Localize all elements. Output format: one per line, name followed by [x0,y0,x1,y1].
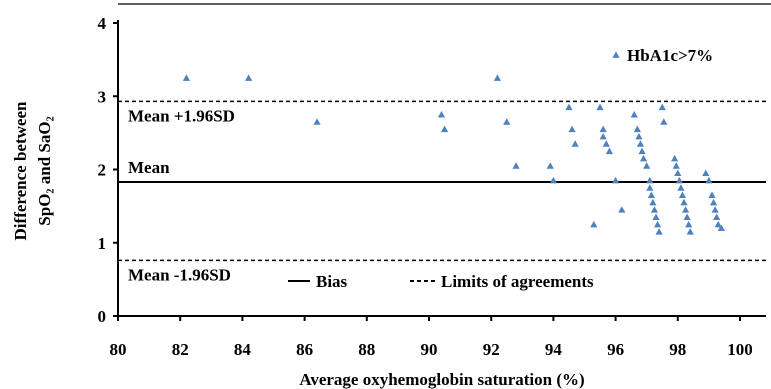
data-point [671,154,679,162]
y-tick-label: 1 [98,234,107,253]
x-axis-title: Average oxyhemoglobin saturation (%) [299,370,584,389]
x-tick-group: 80 82 84 86 88 90 92 94 96 98 100 [110,316,753,359]
data-point [182,74,191,81]
reference-line-label: Mean [128,158,170,177]
series-legend: HbA1c>7% [612,46,713,65]
data-point [649,198,657,206]
reference-line-label: Mean -1.96SD [128,265,231,284]
data-point [646,184,654,191]
data-point [702,169,710,177]
y-axis-title-line2: SpO₂ and SaO₂ [35,116,54,225]
data-point [658,103,666,111]
data-point [549,176,557,184]
data-point [653,220,662,228]
data-point [590,220,598,228]
data-point [711,206,719,213]
x-tick-label: 84 [234,340,252,359]
data-point [546,162,554,169]
data-point [717,224,725,231]
data-point [705,176,713,184]
data-point [630,110,638,118]
data-point [440,125,449,133]
data-point [686,228,694,235]
data-point [714,220,722,228]
data-point [672,162,680,169]
y-tick-label: 4 [98,14,107,33]
data-point [245,74,253,81]
data-point [647,191,655,199]
data-point [599,132,607,140]
x-tick-label: 82 [172,340,189,359]
data-point [503,118,511,125]
y-tick-group: 0 1 2 3 4 [98,14,118,326]
data-point [709,198,718,206]
data-point [565,103,573,111]
data-point [568,125,576,133]
data-point [437,110,446,118]
legend-triangle-marker [612,51,620,58]
data-point [681,206,690,213]
data-points [182,74,725,235]
data-point [638,147,646,155]
data-point [493,74,502,81]
x-tick-label: 92 [483,340,500,359]
data-point [680,198,688,206]
data-point [713,213,721,220]
x-tick-label: 94 [545,340,563,359]
x-tick-label: 90 [421,340,438,359]
data-point [599,125,607,133]
data-point [660,118,668,125]
data-point [675,176,683,184]
x-tick-label: 80 [110,340,127,359]
legend-limits-label: Limits of agreements [441,272,594,291]
data-point [639,154,648,162]
data-point [708,191,716,199]
data-point [512,162,520,169]
line-legend: Bias Limits of agreements [288,272,594,291]
data-point [655,228,663,235]
x-tick-label: 96 [607,340,624,359]
data-point [650,206,659,213]
x-tick-label: 86 [296,340,313,359]
data-point [612,176,620,184]
data-point [674,169,682,177]
reference-lines: Mean +1.96SD Mean Mean -1.96SD [118,100,766,284]
y-tick-label: 3 [98,87,107,106]
reference-line-label: Mean +1.96SD [128,106,235,125]
x-tick-label: 88 [358,340,375,359]
data-point [596,103,604,111]
data-point [605,147,613,155]
data-point [618,206,626,213]
legend-bias-label: Bias [316,272,348,291]
data-point [633,125,641,133]
data-point [313,118,321,125]
y-tick-label: 0 [98,307,107,326]
data-point [652,213,660,220]
data-point [602,140,610,147]
y-axis-title-line1: Difference between [11,101,30,240]
x-tick-label: 98 [669,340,686,359]
y-tick-label: 2 [98,161,107,180]
data-point [646,176,654,184]
data-point [635,132,643,140]
data-point [571,140,579,147]
data-point [643,162,651,169]
data-point [683,213,691,220]
data-point [678,191,687,199]
data-point [685,220,693,228]
legend-series-label: HbA1c>7% [627,46,713,65]
data-point [636,140,645,147]
x-tick-label: 100 [727,340,753,359]
data-point [677,184,685,191]
